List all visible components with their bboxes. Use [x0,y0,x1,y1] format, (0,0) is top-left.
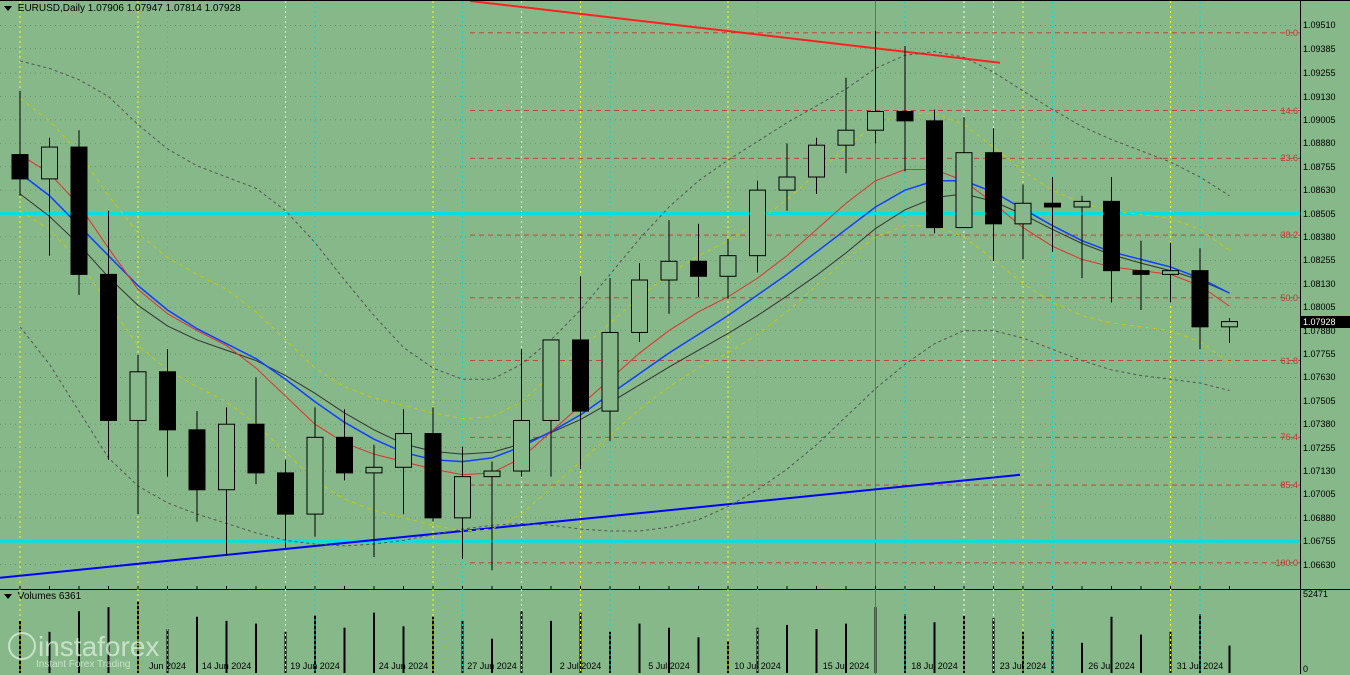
date-tick: 18 Jul 2024 [911,661,958,671]
current-price-marker: 1.07928 [1301,316,1350,328]
price-tick: 1.06880 [1303,513,1336,523]
price-tick: 1.08255 [1303,255,1336,265]
instaforex-logo: instaforex Instant Forex Trading [8,631,159,670]
price-tick: 1.08005 [1303,302,1336,312]
fib-label: 38.2 [1270,230,1298,240]
fib-label: 100.0 [1270,558,1298,568]
price-tick: 1.09385 [1303,44,1336,54]
date-tick: 24 Jun 2024 [379,661,429,671]
price-tick: 1.06755 [1303,536,1336,546]
date-tick: 10 Jul 2024 [734,661,781,671]
date-tick: 2 Jul 2024 [560,661,602,671]
fib-label: 85.4 [1270,480,1298,490]
date-tick: 31 Jul 2024 [1177,661,1224,671]
fib-label: 0.0 [1270,28,1298,38]
fib-label: 23.6 [1270,153,1298,163]
price-tick: 1.07755 [1303,349,1336,359]
price-tick: 1.07505 [1303,396,1336,406]
price-tick: 1.09510 [1303,20,1336,30]
price-tick: 1.07255 [1303,443,1336,453]
price-tick: 1.07130 [1303,466,1336,476]
price-axis: 1.09510 1.09385 1.09255 1.09130 1.09005 1.088… [1301,0,1350,590]
price-tick: 1.07630 [1303,372,1336,382]
price-tick: 1.08880 [1303,138,1336,148]
price-tick: 1.09005 [1303,115,1336,125]
price-tick: 1.07380 [1303,419,1336,429]
vol-max-label: 52471 [1303,589,1328,599]
price-tick: 1.06630 [1303,560,1336,570]
date-tick: 5 Jul 2024 [648,661,690,671]
vol-zero-label: 0 [1303,664,1308,674]
dropdown-icon [4,6,12,11]
price-tick: 1.08380 [1303,232,1336,242]
symbol-title: EURUSD,Daily 1.07906 1.07947 1.07814 1.0… [4,3,241,14]
fib-label: 76.4 [1270,432,1298,442]
price-tick: 1.07005 [1303,489,1336,499]
price-chart[interactable]: 0.0 14.6 23.6 38.2 50.0 61.8 76.4 85.4 100.0 [0,0,1301,590]
chart-canvas [0,1,1300,589]
date-tick: 15 Jul 2024 [823,661,870,671]
price-tick: 1.09130 [1303,92,1336,102]
logo-ring-icon [8,632,36,660]
date-tick: 27 Jun 2024 [467,661,517,671]
date-tick: 23 Jul 2024 [1000,661,1047,671]
price-tick: 1.09255 [1303,68,1336,78]
chart-container: EURUSD,Daily 1.07906 1.07947 1.07814 1.0… [0,0,1350,675]
fib-label: 50.0 [1270,293,1298,303]
fib-label: 14.6 [1270,106,1298,116]
price-tick: 1.08505 [1303,209,1336,219]
symbol-text: EURUSD,Daily 1.07906 1.07947 1.07814 1.0… [18,3,241,14]
price-tick: 1.08130 [1303,279,1336,289]
date-tick: 14 Jun 2024 [202,661,252,671]
date-tick: 26 Jul 2024 [1088,661,1135,671]
price-tick: 1.08755 [1303,162,1336,172]
fib-label: 61.8 [1270,356,1298,366]
price-tick: 1.08630 [1303,185,1336,195]
volume-axis: 52471 0 [1301,589,1350,674]
date-tick: 19 Jun 2024 [290,661,340,671]
